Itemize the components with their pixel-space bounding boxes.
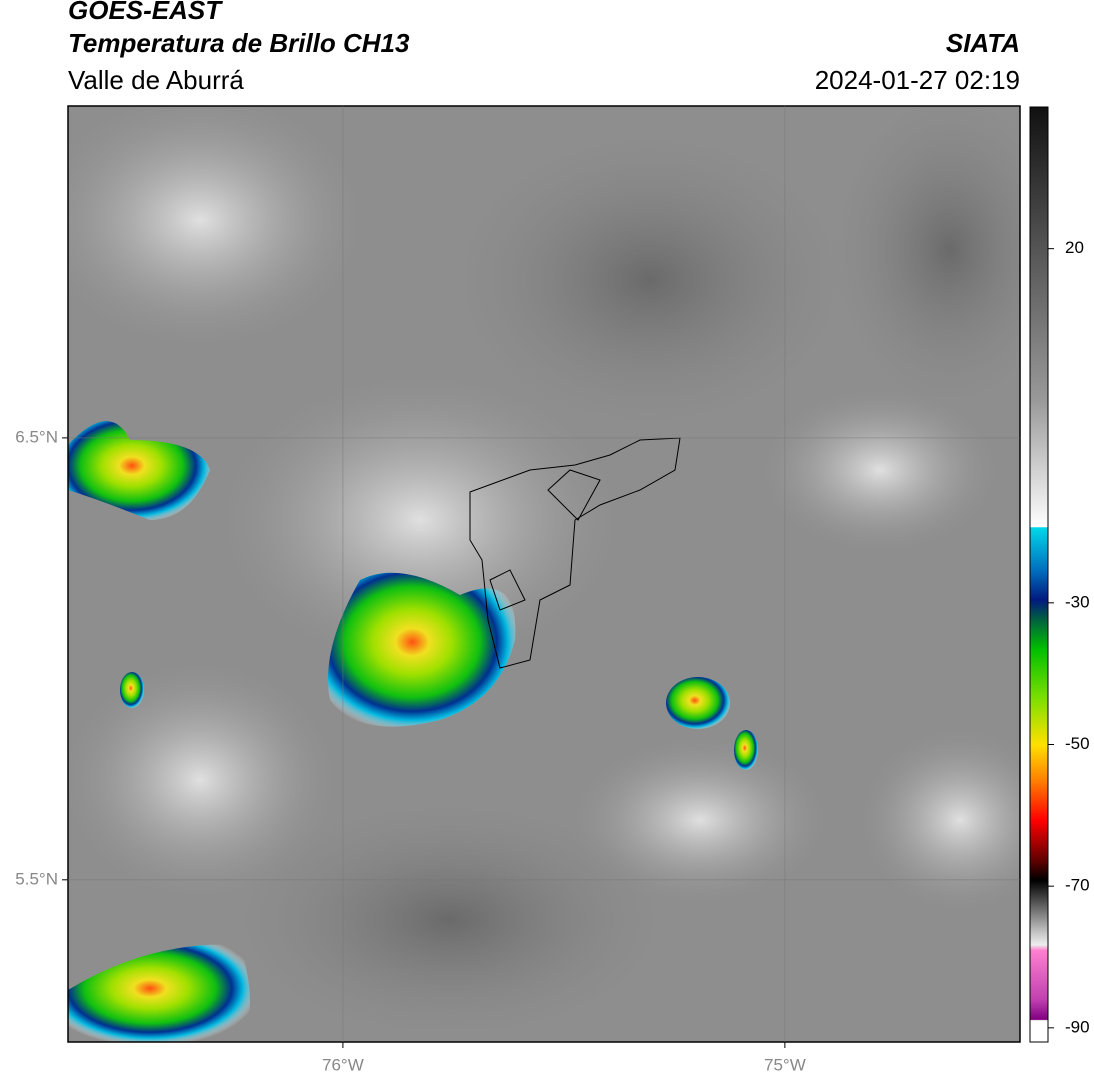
colorbar-tick-label: -70 (1065, 876, 1090, 895)
satellite-image (68, 106, 1020, 1042)
region: Valle de Aburrá (68, 65, 244, 95)
x-tick-label: 75°W (764, 1055, 806, 1074)
y-tick-label: 6.5°N (15, 427, 58, 446)
colorbar (1029, 106, 1049, 1043)
colorbar-tick-label: -30 (1065, 592, 1090, 611)
map-frame (67, 105, 1021, 1043)
y-tick-label: 5.5°N (15, 869, 58, 888)
title: GOES-EAST (68, 0, 223, 25)
colorbar-tick-label: -90 (1065, 1017, 1090, 1036)
subtitle: Temperatura de Brillo CH13 (68, 28, 410, 58)
colorbar-tick-label: -50 (1065, 734, 1090, 753)
datetime: 2024-01-27 02:19 (815, 65, 1020, 95)
source: SIATA (946, 28, 1020, 58)
colorbar-tick-label: 20 (1065, 238, 1084, 257)
x-tick-label: 76°W (322, 1055, 364, 1074)
